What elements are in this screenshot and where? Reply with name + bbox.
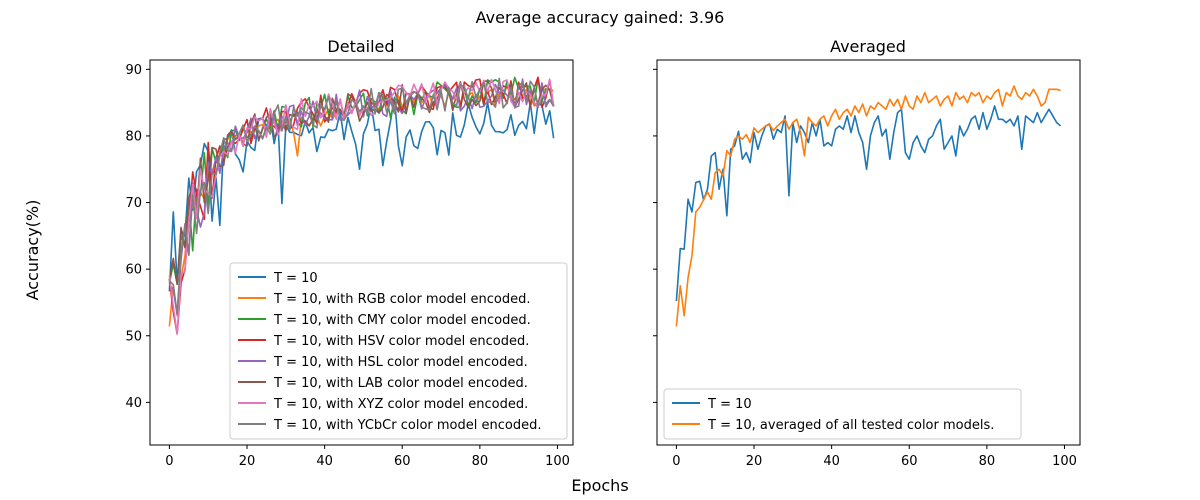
detailed-series-cmy-line — [168, 76, 555, 286]
detailed-chart-frame — [149, 59, 574, 446]
detailed-chart-plot — [168, 76, 555, 335]
averaged-xtick-label: 60 — [901, 454, 918, 469]
detailed-ytick-label: 60 — [125, 263, 142, 278]
figure-suptitle: Average accuracy gained: 3.96 — [476, 8, 725, 27]
detailed-xtick-label: 80 — [472, 454, 489, 469]
detailed-series-hsl-line — [168, 78, 555, 315]
detailed-legend-label: T = 10, with LAB color model encoded. — [273, 376, 528, 391]
averaged-chart-axes: 0 20 40 60 80 100 — [653, 68, 1077, 469]
detailed-ytick-label: 50 — [125, 329, 142, 344]
averaged-xtick-label: 100 — [1052, 454, 1077, 469]
averaged-chart-plot — [675, 85, 1062, 327]
detailed-legend-label: T = 10 — [273, 271, 318, 286]
detailed-ytick-label: 90 — [125, 63, 142, 78]
detailed-legend-label: T = 10, with CMY color model encoded. — [273, 313, 531, 328]
detailed-series-ycbcr-line — [168, 77, 555, 315]
detailed-series-xyz-line — [168, 78, 555, 335]
averaged-chart-title: Averaged — [830, 37, 906, 56]
averaged-xtick-label: 0 — [672, 454, 680, 469]
detailed-legend-label: T = 10, with YCbCr color model encoded. — [273, 418, 541, 433]
averaged-chart: Averaged 0 20 40 60 80 100 T = 10 T = 10, aver… — [653, 37, 1081, 469]
averaged-xtick-label: 40 — [823, 454, 840, 469]
detailed-series-t10-line — [168, 96, 555, 292]
detailed-ytick-label: 40 — [125, 396, 142, 411]
detailed-chart-axes: 0 20 40 60 80 100 40 50 60 70 80 90 — [125, 63, 569, 469]
detailed-chart-legend: T = 10 T = 10, with RGB color model encod… — [229, 262, 568, 440]
averaged-legend-label: T = 10, averaged of all tested color mod… — [707, 418, 994, 433]
detailed-legend-label: T = 10, with HSL color model encoded. — [273, 355, 528, 370]
detailed-chart-title: Detailed — [327, 37, 394, 56]
detailed-legend-label: T = 10, with HSV color model encoded. — [273, 334, 529, 349]
averaged-chart-frame — [656, 59, 1081, 446]
figure-ylabel: Accuracy(%) — [23, 200, 42, 301]
detailed-legend-label: T = 10, with RGB color model encoded. — [273, 292, 531, 307]
detailed-ytick-label: 80 — [125, 129, 142, 144]
averaged-xtick-label: 20 — [746, 454, 763, 469]
averaged-xtick-label: 80 — [979, 454, 996, 469]
figure-xlabel: Epochs — [571, 476, 628, 495]
detailed-xtick-label: 100 — [545, 454, 570, 469]
averaged-series-t10-line — [675, 105, 1062, 302]
detailed-ytick-label: 70 — [125, 196, 142, 211]
detailed-legend-box — [229, 262, 568, 440]
averaged-chart-legend: T = 10 T = 10, averaged of all tested col… — [663, 388, 1022, 440]
detailed-xtick-label: 40 — [316, 454, 333, 469]
detailed-xtick-label: 60 — [394, 454, 411, 469]
detailed-chart: Detailed 0 20 40 60 80 100 40 50 60 70 80 90 T = 10… — [125, 37, 574, 469]
averaged-legend-box — [663, 388, 1022, 440]
averaged-series-avg-line — [675, 85, 1061, 327]
detailed-xtick-label: 20 — [239, 454, 256, 469]
detailed-xtick-label: 0 — [165, 454, 173, 469]
averaged-legend-label: T = 10 — [707, 397, 752, 412]
detailed-legend-label: T = 10, with XYZ color model encoded. — [273, 397, 528, 412]
